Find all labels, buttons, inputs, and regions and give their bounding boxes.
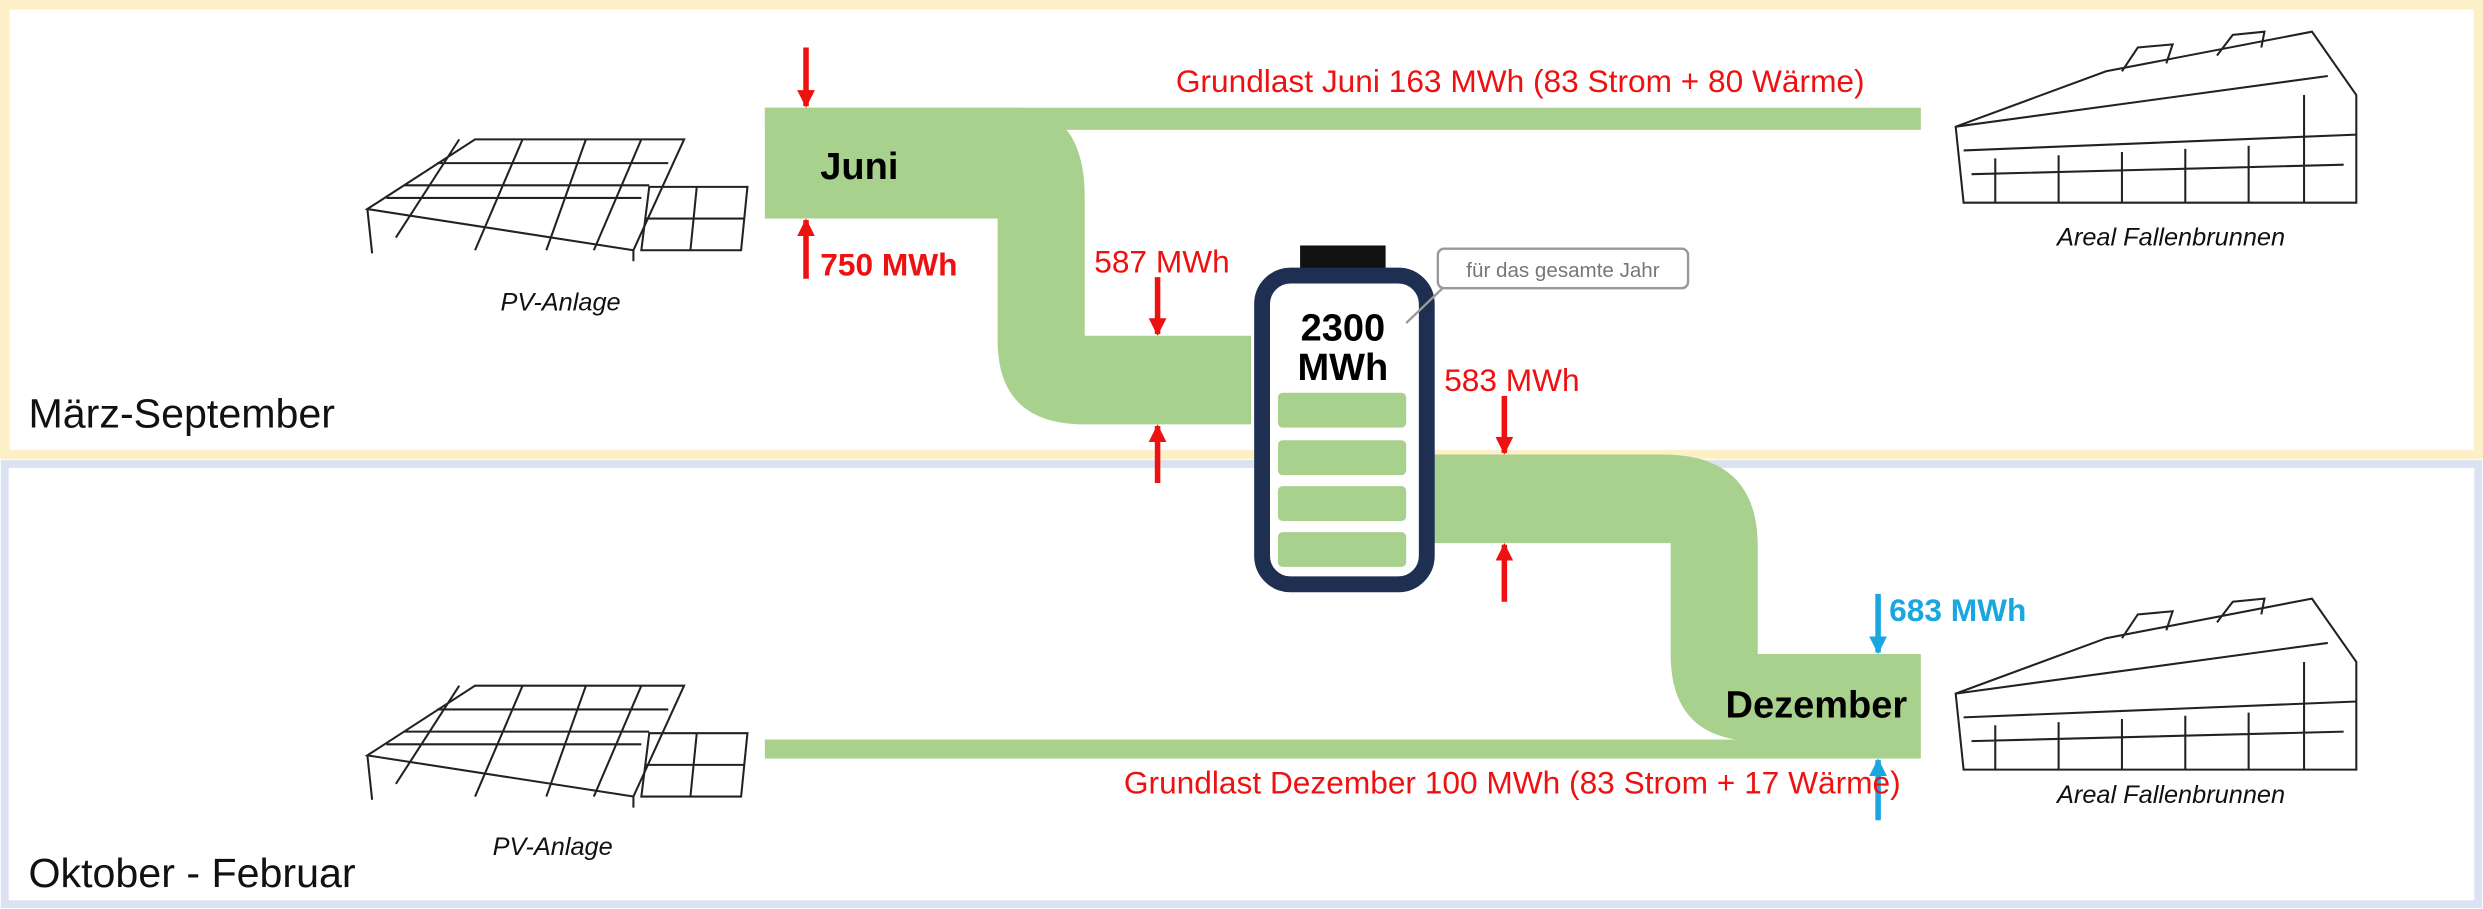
winter-demand: 683 MWh <box>1889 592 2026 628</box>
pv-label: PV-Anlage <box>493 833 613 861</box>
from-storage: 583 MWh <box>1444 362 1579 398</box>
to-storage: 587 MWh <box>1094 243 1229 279</box>
winter-panel <box>5 464 2478 904</box>
diagram: 2300 MWh für das gesamte Jahr Grundlast … <box>0 0 2483 909</box>
consumer-label: Areal Fallenbrunnen <box>2055 781 2285 809</box>
callout-text: für das gesamte Jahr <box>1466 259 1659 282</box>
page-body: {"sections": {"summer": "März-September"… <box>0 0 2483 909</box>
summer-baseload: Grundlast Juni 163 MWh (83 Strom + 80 Wä… <box>1176 63 1865 99</box>
winter-baseload-flow <box>765 740 1921 759</box>
storage-capacity: 2300 <box>1301 307 1386 349</box>
pv-energy: 750 MWh <box>820 247 957 283</box>
battery-cap <box>1300 245 1386 270</box>
battery-cell <box>1278 440 1406 475</box>
season-label: März-September <box>29 391 336 437</box>
battery-cell <box>1278 532 1406 567</box>
battery-cell <box>1278 393 1406 428</box>
winter-baseload: Grundlast Dezember 100 MWh (83 Strom + 1… <box>1124 764 1901 800</box>
pv-label: PV-Anlage <box>500 288 620 316</box>
summer-month: Juni <box>820 146 898 188</box>
winter-month: Dezember <box>1726 684 1908 726</box>
consumer-label: Areal Fallenbrunnen <box>2055 223 2285 251</box>
battery-cell <box>1278 486 1406 521</box>
season-label: Oktober - Februar <box>29 850 356 896</box>
page: Energiefluss Fallenbrunnen html, body { … <box>0 0 2483 909</box>
storage-unit: MWh <box>1297 347 1388 389</box>
